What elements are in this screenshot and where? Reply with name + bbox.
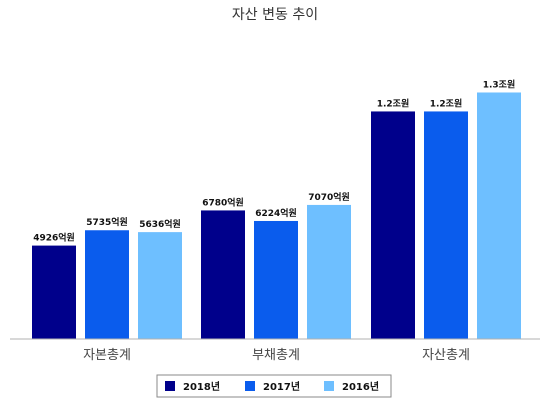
value-label: 4926억원 — [33, 232, 75, 244]
bar-2017년-자본총계 — [85, 230, 129, 339]
bar-2016년-자본총계 — [138, 232, 182, 339]
legend: 2018년 2017년 2016년 — [156, 374, 392, 398]
chart-title: 자산 변동 추이 — [232, 7, 318, 23]
value-label: 5735억원 — [86, 216, 128, 228]
legend-label: 2017년 — [263, 380, 300, 393]
legend-swatch — [324, 381, 334, 391]
bar-2017년-부채총계 — [254, 220, 298, 339]
bar-2016년-부채총계 — [307, 204, 351, 339]
category-label: 자산총계 — [422, 348, 470, 363]
bar-2018년-부채총계 — [201, 210, 245, 339]
bar-2018년-자산총계 — [371, 111, 415, 339]
legend-label: 2016년 — [342, 380, 379, 393]
value-label: 1.3조원 — [483, 78, 516, 90]
bar-2016년-자산총계 — [477, 92, 521, 340]
category-labels-layer: 자본총계 부채총계 자산총계 — [83, 348, 470, 363]
value-labels-layer: 4926억원 5735억원 5636억원 6780억원 6224억원 7070억원 1.2조… — [33, 78, 515, 243]
category-label: 부채총계 — [252, 348, 300, 363]
legend-box — [156, 374, 392, 398]
value-label: 7070억원 — [308, 191, 350, 203]
legend-swatch — [165, 381, 175, 391]
legend-items: 2018년 2017년 2016년 — [165, 380, 379, 393]
category-label: 자본총계 — [83, 348, 131, 363]
bar-2017년-자산총계 — [424, 111, 468, 339]
value-label: 6224억원 — [255, 207, 297, 219]
value-label: 6780억원 — [202, 196, 244, 208]
bars-layer — [32, 92, 521, 340]
legend-label: 2018년 — [183, 380, 220, 393]
bar-2018년-자본총계 — [32, 245, 76, 339]
value-label: 1.2조원 — [430, 97, 463, 109]
value-label: 1.2조원 — [377, 97, 410, 109]
value-label: 5636억원 — [139, 218, 181, 230]
legend-swatch — [245, 381, 255, 391]
